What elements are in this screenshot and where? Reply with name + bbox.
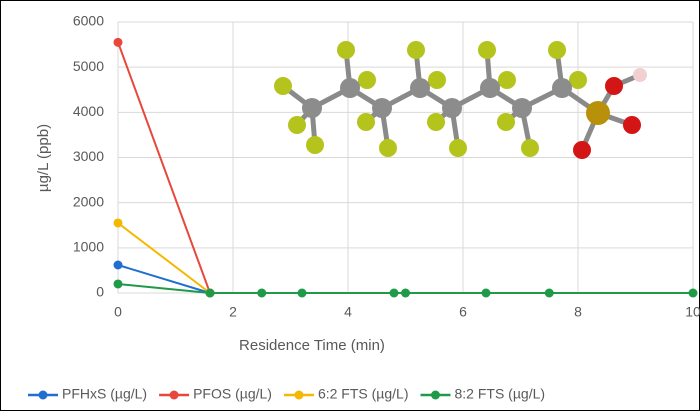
x-tick-label: 0 [114,304,122,320]
y-tick-label: 3000 [73,148,104,164]
legend-marker [431,391,440,400]
y-tick-label: 1000 [73,239,104,255]
data-point [114,260,123,269]
data-point [401,289,410,298]
legend-marker [170,391,179,400]
legend-label: 8:2 FTS (µg/L) [455,386,546,402]
x-tick-label: 8 [574,304,582,320]
data-point [114,38,123,47]
data-point [114,279,123,288]
legend-label: PFHxS (µg/L) [62,386,147,402]
x-axis-label: Residence Time (min) [239,337,385,354]
data-point [257,289,266,298]
legend-label: PFOS (µg/L) [193,386,272,402]
y-tick-label: 4000 [73,103,104,119]
y-tick-label: 0 [96,284,104,300]
legend-marker [294,391,303,400]
data-point [114,218,123,227]
data-point [482,289,491,298]
y-tick-label: 2000 [73,193,104,209]
y-axis-label: µg/L (ppb) [35,124,52,192]
legend-marker [39,391,48,400]
data-point [298,289,307,298]
y-tick-label: 5000 [73,58,104,74]
x-tick-label: 10 [685,304,700,320]
data-point [206,289,215,298]
legend-label: 6:2 FTS (µg/L) [318,386,409,402]
data-point [689,289,698,298]
data-point [545,289,554,298]
y-tick-label: 6000 [73,13,104,29]
x-tick-label: 2 [229,304,237,320]
chart: 0 1000 2000 3000 4000 5000 6000 0 2 4 6 8 10 Residen… [0,0,700,411]
x-tick-label: 6 [459,304,467,320]
data-point [390,289,399,298]
x-tick-label: 4 [344,304,352,320]
